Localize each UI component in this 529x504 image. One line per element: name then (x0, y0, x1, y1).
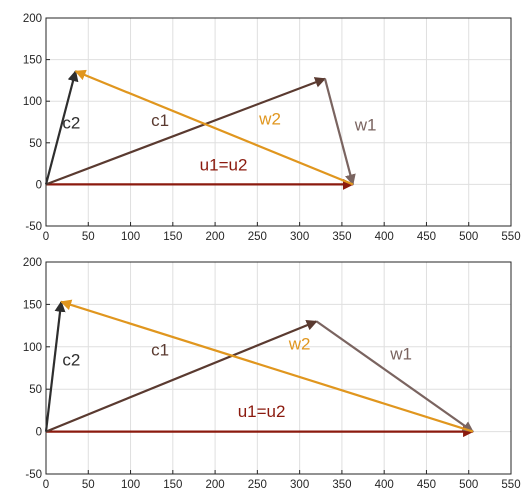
vector-c1 (45, 77, 327, 186)
x-tick-label: 100 (121, 231, 140, 243)
axes-box (45, 261, 512, 475)
vector-label-u1-u2: u1=u2 (200, 155, 248, 174)
x-tick-label: 300 (290, 231, 309, 243)
plot-area (46, 18, 511, 226)
y-tick-label: -50 (25, 469, 42, 481)
top-chart-panel: 0 50 100 150 200 250 300 350 400 450 500 550-500501… (23, 13, 521, 243)
x-tick-label: 550 (501, 479, 520, 491)
vector-label-w2: w2 (288, 334, 311, 353)
x-tick-label: 550 (501, 231, 520, 243)
y-tick-label: 150 (23, 55, 42, 67)
x-tick-label: 150 (163, 479, 182, 491)
vector-label-c2: c2 (62, 350, 80, 369)
y-tick-label: 0 (36, 427, 42, 439)
x-tick-label: 500 (459, 479, 478, 491)
x-tick-label: 250 (248, 479, 267, 491)
vector-label-c1: c1 (151, 340, 169, 359)
x-tick-label: 250 (248, 231, 267, 243)
plot-area (46, 262, 511, 474)
x-tick-label: 100 (121, 479, 140, 491)
vector-label-c2: c2 (62, 114, 80, 133)
x-tick-label: 50 (82, 231, 95, 243)
y-tick-label: 50 (29, 384, 42, 396)
x-tick-label: 350 (332, 231, 351, 243)
vector-label-u1-u2: u1=u2 (238, 402, 286, 421)
vector-w1 (315, 320, 474, 433)
vector-c2 (44, 300, 66, 432)
x-tick-label: 0 (43, 231, 49, 243)
x-tick-label: 200 (205, 479, 224, 491)
y-tick-label: -50 (25, 221, 42, 233)
x-tick-label: 450 (417, 479, 436, 491)
y-tick-label: 200 (23, 13, 42, 25)
vector-label-w2: w2 (258, 109, 281, 128)
x-tick-label: 450 (417, 231, 436, 243)
y-tick-label: 100 (23, 342, 42, 354)
x-tick-label: 350 (332, 479, 351, 491)
x-tick-label: 500 (459, 231, 478, 243)
y-tick-label: 200 (23, 257, 42, 269)
vector-w2 (74, 69, 354, 186)
vector-label-w1: w1 (354, 115, 377, 134)
x-tick-label: 400 (375, 479, 394, 491)
x-tick-label: 400 (375, 231, 394, 243)
x-tick-label: 50 (82, 479, 95, 491)
x-tick-label: 300 (290, 479, 309, 491)
vector-label-w1: w1 (389, 345, 412, 364)
bottom-chart-panel: 0 50 100 150 200 250 300 350 400 450 500 550-500501… (23, 257, 521, 491)
x-tick-label: 200 (205, 231, 224, 243)
y-tick-label: 100 (23, 96, 42, 108)
axes-box (45, 17, 512, 227)
vector-c2 (44, 70, 79, 185)
vector-w2 (60, 299, 474, 433)
y-tick-label: 150 (23, 299, 42, 311)
vector-c1 (45, 320, 318, 433)
x-tick-label: 0 (43, 479, 49, 491)
vector-label-c1: c1 (151, 111, 169, 130)
x-tick-label: 150 (163, 231, 182, 243)
y-tick-label: 0 (36, 179, 42, 191)
y-tick-label: 50 (29, 138, 42, 150)
vector-w1 (323, 78, 356, 186)
